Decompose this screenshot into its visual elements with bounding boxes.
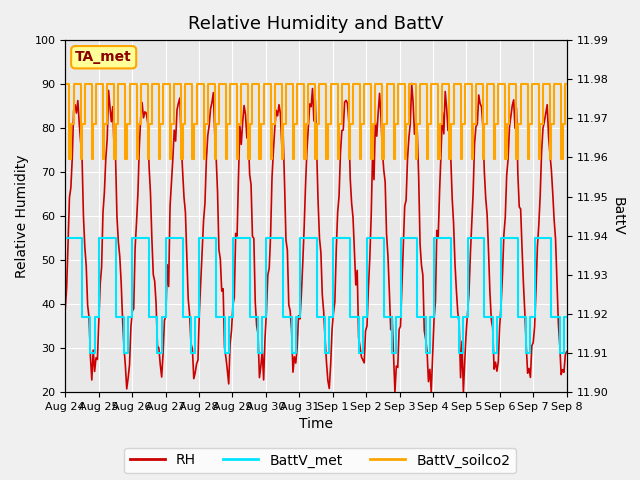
Y-axis label: BattV: BattV (611, 197, 625, 236)
Text: TA_met: TA_met (76, 50, 132, 64)
Legend: RH, BattV_met, BattV_soilco2: RH, BattV_met, BattV_soilco2 (124, 448, 516, 473)
Y-axis label: Relative Humidity: Relative Humidity (15, 155, 29, 278)
X-axis label: Time: Time (299, 418, 333, 432)
Title: Relative Humidity and BattV: Relative Humidity and BattV (188, 15, 444, 33)
